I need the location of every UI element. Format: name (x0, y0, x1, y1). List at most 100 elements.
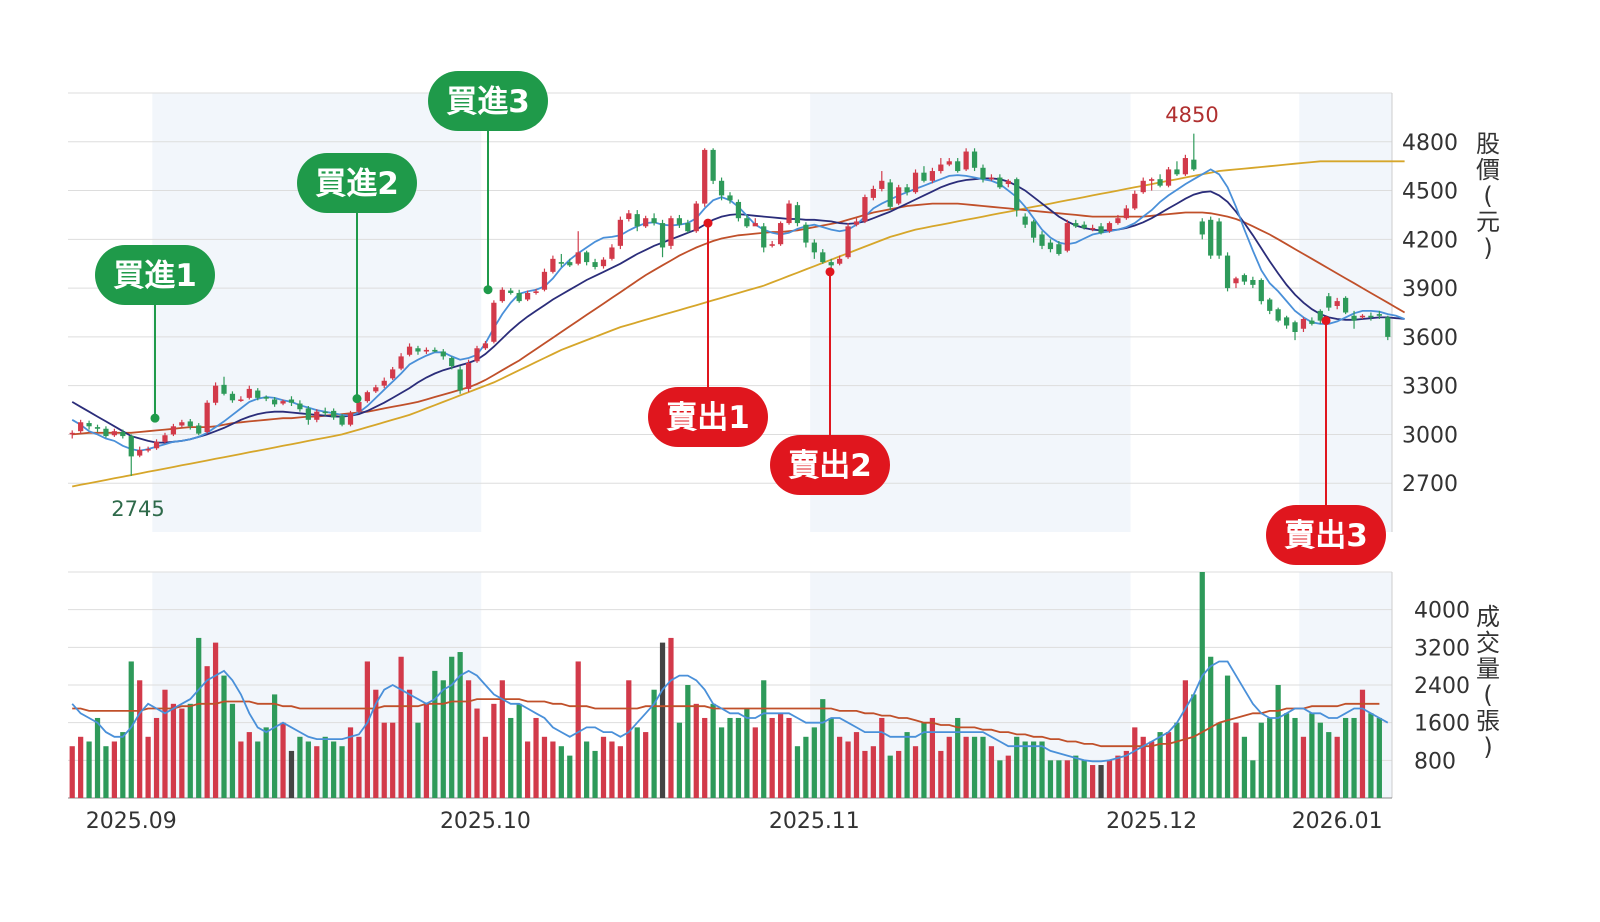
candle-body (828, 262, 834, 266)
volume-bar (212, 642, 219, 798)
candle-body (541, 271, 548, 290)
candle (457, 366, 463, 394)
candle-body (170, 426, 177, 435)
buy-point (150, 413, 160, 423)
candle (533, 288, 539, 295)
volume-bar (415, 722, 421, 798)
candle (710, 148, 716, 185)
volume-bar (1005, 755, 1011, 798)
candle-body (575, 252, 581, 264)
candle-body (1090, 227, 1096, 230)
candle-body (1275, 309, 1281, 321)
volume-bar (1140, 736, 1146, 798)
volume-bar (584, 741, 590, 798)
candle-body (204, 402, 210, 433)
ma-slow-line (72, 202, 1406, 436)
volume-bar (1064, 760, 1070, 798)
candle (221, 376, 227, 396)
candle-body (938, 164, 944, 172)
candle (693, 201, 699, 233)
volume-bar (1132, 727, 1138, 798)
candle-body (702, 149, 708, 204)
candle (955, 158, 961, 173)
candle (364, 390, 370, 403)
candle-body (491, 302, 497, 342)
candle-body (212, 385, 219, 403)
price-tick-label: 3000 (1402, 423, 1458, 448)
candle (1267, 297, 1273, 315)
volume-bar (271, 694, 278, 798)
candle (1098, 223, 1104, 235)
candle (676, 214, 683, 228)
candle-body (727, 195, 733, 201)
candle (390, 366, 396, 380)
volume-tick-label: 2400 (1414, 674, 1470, 699)
candle (1157, 174, 1163, 188)
candle (314, 409, 320, 423)
candle-body (1064, 223, 1070, 251)
sell-callout-label: 賣出3 (1284, 518, 1368, 554)
volume-bar (305, 741, 311, 798)
candle (946, 158, 952, 167)
candle-body (1250, 279, 1256, 285)
candle-body (862, 197, 868, 222)
volume-bar (1174, 722, 1180, 798)
candle (1326, 292, 1332, 311)
candle-body (1267, 299, 1273, 311)
candle-body (271, 399, 278, 405)
volume-bar (145, 736, 151, 798)
candle-body (339, 415, 345, 425)
candle (204, 400, 210, 434)
candle-body (128, 436, 134, 457)
candle (912, 169, 919, 194)
volume-axis-title: 成交量(張) (1476, 603, 1500, 761)
candle (238, 396, 244, 402)
candle (811, 239, 817, 259)
volume-bar (1275, 685, 1281, 798)
candle (1258, 278, 1264, 305)
volume-bar (1081, 760, 1087, 798)
volume-bar (314, 746, 320, 798)
volume-average-lines (71, 660, 1389, 763)
candle (862, 194, 868, 224)
candle (128, 434, 134, 476)
candle (1106, 221, 1113, 233)
candle-body (1073, 223, 1079, 227)
candle-body (794, 205, 801, 224)
date-tick-label: 2026.01 (1292, 809, 1383, 834)
candle-body (921, 172, 927, 181)
volume-bar (1317, 722, 1323, 798)
candle (870, 185, 876, 201)
volume-bar (1233, 722, 1239, 798)
candle (1351, 310, 1357, 329)
volume-bar (735, 717, 742, 798)
volume-bar (1216, 722, 1222, 798)
candle-body (651, 218, 657, 224)
candle-body (1022, 216, 1028, 225)
sell-callout-shape (1266, 505, 1386, 565)
price-tick-label: 4800 (1402, 131, 1458, 156)
candle (744, 214, 750, 228)
candle-body (1005, 180, 1011, 185)
candle (584, 250, 590, 266)
candle-body (803, 224, 809, 243)
volume-bar (170, 703, 177, 798)
sell-callout-shape (770, 435, 890, 495)
candle-body (1208, 219, 1214, 256)
candle-body (693, 203, 699, 232)
candle-body (423, 349, 430, 352)
volume-bar (626, 680, 632, 798)
volume-bar (752, 727, 758, 798)
volume-bar (423, 703, 430, 798)
sell-callout: 賣出3 (1266, 505, 1386, 565)
candle-body (744, 218, 750, 227)
volume-bar (558, 746, 564, 798)
candle (170, 423, 177, 437)
candle (1317, 309, 1323, 324)
volume-bar (1359, 689, 1366, 798)
candle-body (1098, 226, 1104, 233)
volume-bar (1283, 713, 1290, 798)
buy-callout-shape (428, 71, 548, 131)
volume-bar (1115, 755, 1121, 798)
candle-body (1224, 255, 1231, 289)
